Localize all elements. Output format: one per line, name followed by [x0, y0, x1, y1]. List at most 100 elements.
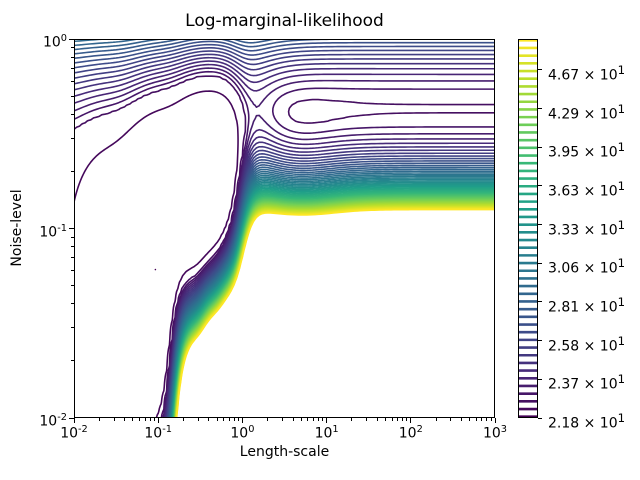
colorbar-tick-mark — [538, 108, 542, 110]
colorbar-tick-mark — [538, 301, 542, 303]
x-minor-tick — [124, 418, 126, 421]
x-major-tick — [410, 418, 412, 423]
x-major-tick — [73, 418, 75, 423]
x-minor-tick — [450, 418, 452, 421]
x-minor-tick — [300, 418, 302, 421]
exponent: 1 — [617, 333, 626, 348]
y-minor-tick — [71, 56, 74, 58]
colorbar-tick-label: 2.18 × 101 — [548, 411, 626, 432]
y-minor-tick — [71, 360, 74, 362]
x-minor-tick — [391, 418, 393, 421]
y-minor-tick — [71, 137, 74, 139]
y-minor-tick — [71, 47, 74, 49]
colorbar-tick-label: 3.63 × 101 — [548, 178, 626, 200]
x-minor-tick — [317, 418, 319, 421]
x-minor-tick — [397, 418, 399, 421]
exponent: 0 — [248, 424, 255, 435]
x-tick-label: 101 — [314, 424, 339, 442]
x-minor-tick — [238, 418, 240, 421]
x-minor-tick — [490, 418, 492, 421]
exponent: 1 — [617, 411, 626, 425]
y-minor-tick — [71, 270, 74, 272]
exponent: 1 — [332, 424, 339, 435]
exponent: 0 — [60, 33, 67, 44]
x-minor-tick — [144, 418, 146, 421]
x-minor-tick — [208, 418, 210, 421]
exponent: -2 — [78, 424, 88, 435]
x-minor-tick — [228, 418, 230, 421]
x-minor-tick — [402, 418, 404, 421]
exponent: 1 — [617, 217, 626, 232]
x-minor-tick — [233, 418, 235, 421]
x-tick-label: 103 — [482, 424, 508, 442]
x-minor-tick — [313, 418, 315, 421]
exponent: 1 — [617, 294, 626, 309]
y-minor-tick — [71, 257, 74, 259]
x-minor-tick — [460, 418, 462, 421]
y-minor-tick — [71, 170, 74, 172]
exponent: 1 — [617, 372, 626, 387]
x-major-tick — [494, 418, 496, 423]
y-minor-tick — [71, 285, 74, 287]
colorbar-tick-mark — [538, 69, 542, 71]
x-tick-label: 10-1 — [144, 424, 172, 442]
exponent: -2 — [57, 412, 67, 423]
exponent: 1 — [617, 101, 626, 116]
colorbar-tick-mark — [538, 417, 542, 419]
x-minor-tick — [366, 418, 368, 421]
x-minor-tick — [282, 418, 284, 421]
x-major-tick — [157, 418, 159, 423]
colorbar-tick-mark — [538, 146, 542, 148]
y-tick-label: 10-2 — [39, 412, 67, 430]
exponent: 1 — [617, 178, 626, 193]
colorbar-tick-label: 3.95 × 101 — [548, 140, 626, 161]
exponent: 1 — [617, 62, 626, 77]
colorbar-canvas — [518, 39, 538, 418]
x-minor-tick — [481, 418, 483, 421]
y-minor-tick — [71, 236, 74, 238]
colorbar-tick-mark — [538, 378, 542, 380]
exponent: 1 — [617, 256, 626, 271]
contour-canvas — [74, 39, 495, 418]
colorbar-tick-mark — [538, 262, 542, 264]
x-minor-tick — [183, 418, 185, 421]
y-axis-label: Noise-level — [9, 189, 25, 267]
x-minor-tick — [113, 418, 115, 421]
x-tick-label: 10-2 — [60, 424, 88, 442]
x-minor-tick — [223, 418, 225, 421]
chart-title: Log-marginal-likelihood — [185, 11, 384, 31]
y-minor-tick — [71, 303, 74, 305]
colorbar-tick-label: 2.58 × 101 — [548, 333, 626, 355]
colorbar-tick-label: 4.67 × 101 — [548, 62, 626, 84]
colorbar-tick-label: 3.33 × 101 — [548, 217, 626, 239]
exponent: -1 — [57, 222, 67, 234]
x-minor-tick — [435, 418, 437, 421]
y-minor-tick — [71, 95, 74, 97]
x-axis-label: Length-scale — [239, 444, 330, 460]
x-major-tick — [241, 418, 243, 423]
x-minor-tick — [153, 418, 155, 421]
y-minor-tick — [71, 67, 74, 69]
x-minor-tick — [267, 418, 269, 421]
y-minor-tick — [71, 113, 74, 115]
y-tick-label: 100 — [42, 33, 67, 51]
colorbar-tick-mark — [538, 340, 542, 342]
x-minor-tick — [486, 418, 488, 421]
y-major-tick — [69, 228, 74, 229]
x-minor-tick — [307, 418, 309, 421]
colorbar-tick-mark — [538, 185, 542, 187]
y-minor-tick — [71, 327, 74, 329]
x-tick-label: 102 — [398, 424, 423, 442]
x-minor-tick — [475, 418, 477, 421]
exponent: -1 — [162, 424, 172, 435]
x-minor-tick — [292, 418, 294, 421]
x-minor-tick — [406, 418, 408, 421]
y-tick-label: 10-1 — [39, 222, 67, 241]
x-minor-tick — [384, 418, 386, 421]
x-minor-tick — [351, 418, 353, 421]
colorbar-tick-label: 2.37 × 101 — [548, 372, 626, 393]
x-minor-tick — [98, 418, 100, 421]
x-minor-tick — [132, 418, 134, 421]
y-minor-tick — [71, 246, 74, 248]
